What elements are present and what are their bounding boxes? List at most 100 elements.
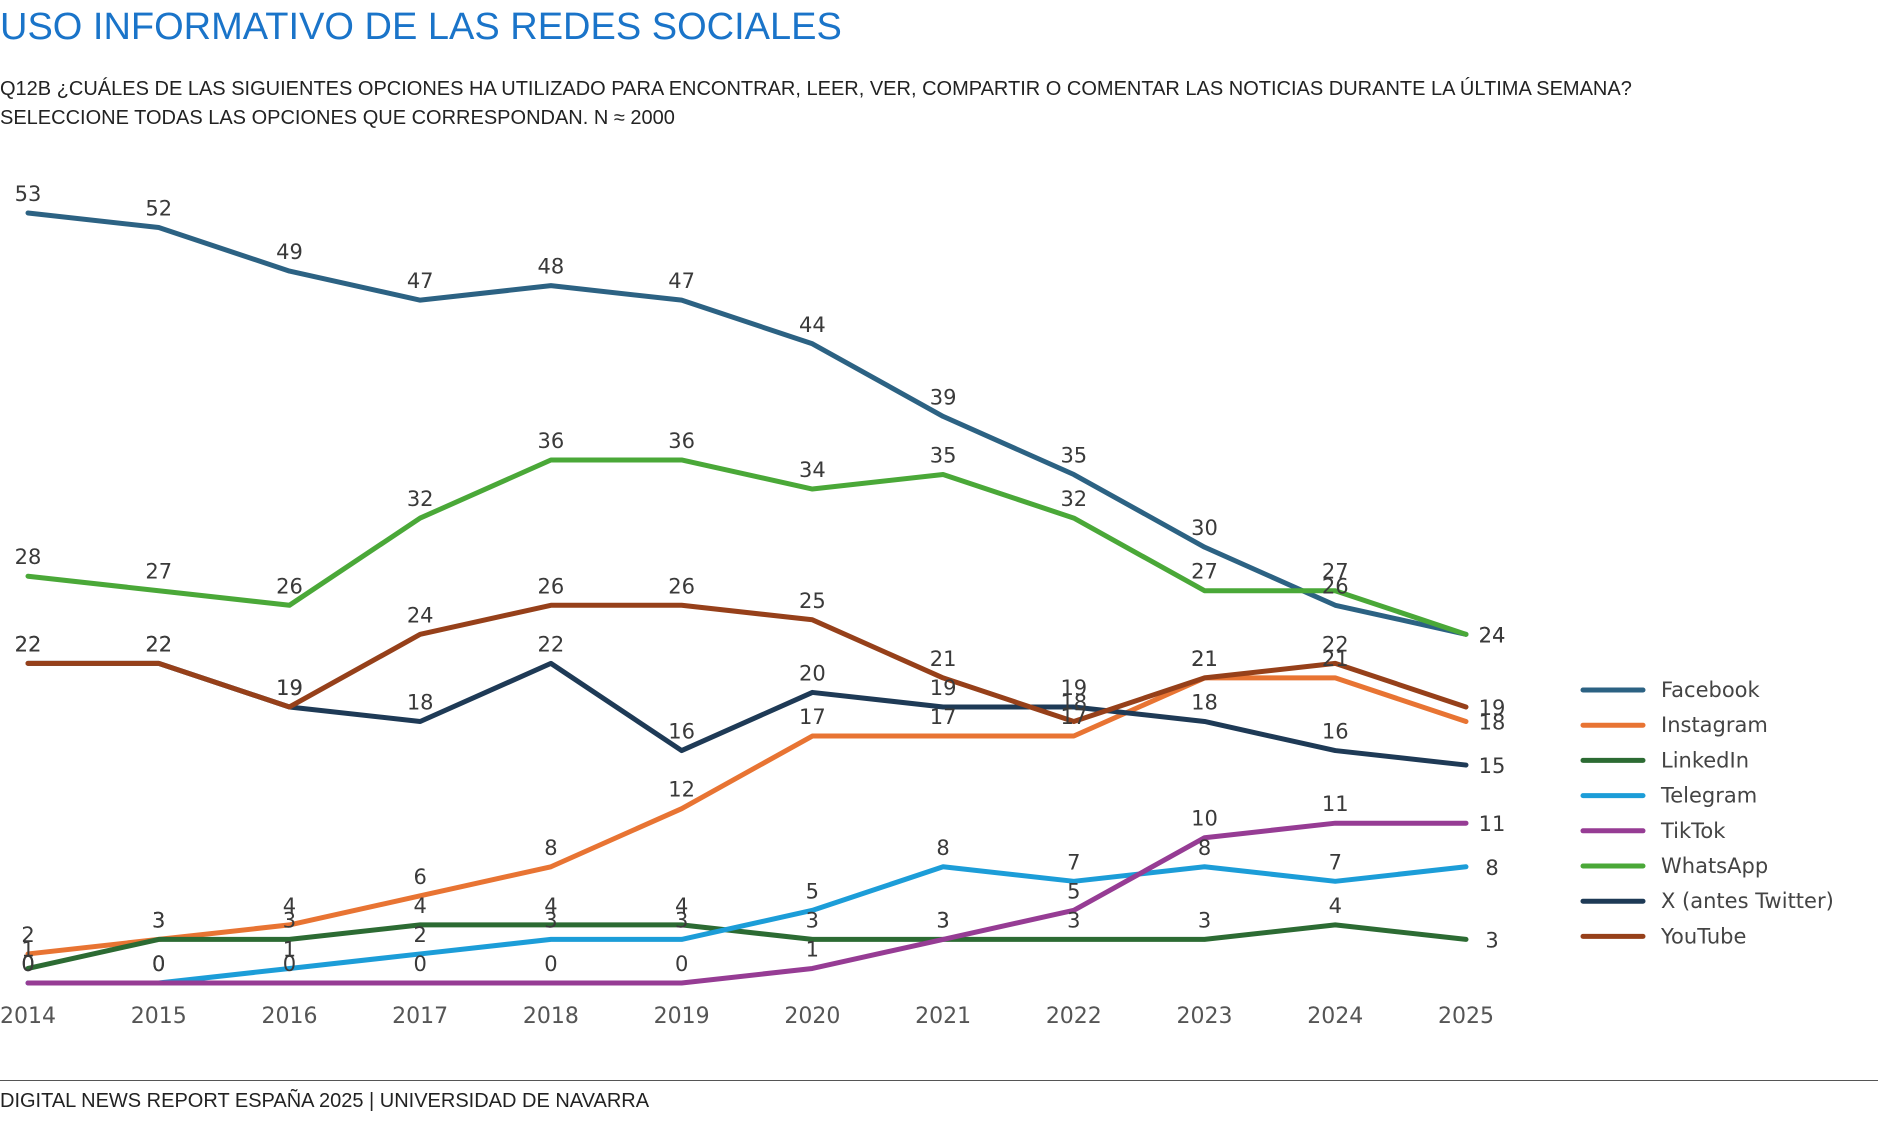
data-label-youtube: 18 <box>1060 690 1087 714</box>
legend-label-youtube: YouTube <box>1660 924 1746 948</box>
series-line-youtube <box>25 602 1469 724</box>
legend-label-telegram: Telegram <box>1660 784 1757 808</box>
data-label-facebook: 44 <box>799 313 826 337</box>
legend-label-instagram: Instagram <box>1661 713 1768 737</box>
data-label-whatsapp: 26 <box>276 574 303 598</box>
data-label-tiktok: 0 <box>413 952 426 976</box>
data-label-telegram: 7 <box>1067 850 1080 874</box>
x-tick-label: 2023 <box>1177 1004 1233 1029</box>
x-tick-label: 2019 <box>654 1004 710 1029</box>
series-lines <box>25 210 1469 986</box>
data-label-whatsapp: 27 <box>1191 560 1218 584</box>
data-label-tiktok: 0 <box>21 952 34 976</box>
data-label-whatsapp: 27 <box>1322 560 1349 584</box>
data-label-instagram: 21 <box>1191 647 1218 671</box>
data-label-facebook: 39 <box>930 385 957 409</box>
data-label-linkedin: 3 <box>1485 928 1498 952</box>
data-label-instagram: 2 <box>21 923 34 947</box>
x-tick-label: 2016 <box>261 1004 317 1029</box>
x-tick-label: 2022 <box>1046 1004 1102 1029</box>
chart-subtitle-line-2: SELECCIONE TODAS LAS OPCIONES QUE CORRES… <box>0 107 675 129</box>
data-label-instagram: 17 <box>799 705 826 729</box>
data-label-telegram: 2 <box>413 923 426 947</box>
data-label-telegram: 0 <box>152 952 165 976</box>
data-label-whatsapp: 32 <box>407 487 434 511</box>
data-label-x-antes-twitter: 20 <box>799 661 826 685</box>
data-label-linkedin: 4 <box>413 894 426 918</box>
data-label-tiktok: 1 <box>806 937 819 961</box>
data-label-facebook: 49 <box>276 240 303 264</box>
data-label-x-antes-twitter: 16 <box>1322 720 1349 744</box>
data-label-tiktok: 10 <box>1191 807 1218 831</box>
data-label-instagram: 21 <box>1322 647 1349 671</box>
data-label-linkedin: 3 <box>1198 908 1211 932</box>
legend-label-tiktok: TikTok <box>1660 819 1726 843</box>
data-label-linkedin: 3 <box>152 908 165 932</box>
data-label-x-antes-twitter: 16 <box>668 720 695 744</box>
data-label-facebook: 47 <box>668 269 695 293</box>
data-label-instagram: 18 <box>1479 710 1506 734</box>
data-label-youtube: 22 <box>1322 632 1349 656</box>
chart-subtitle-line-1: Q12B ¿CUÁLES DE LAS SIGUIENTES OPCIONES … <box>0 78 1632 100</box>
data-label-whatsapp: 36 <box>668 429 695 453</box>
data-label-linkedin: 3 <box>806 908 819 932</box>
chart-title: USO INFORMATIVO DE LAS REDES SOCIALES <box>0 6 842 48</box>
data-label-telegram: 3 <box>544 908 557 932</box>
data-label-x-antes-twitter: 19 <box>1060 676 1087 700</box>
data-label-tiktok: 0 <box>544 952 557 976</box>
data-label-youtube: 25 <box>799 589 826 613</box>
data-label-instagram: 17 <box>1060 705 1087 729</box>
data-label-youtube: 26 <box>668 574 695 598</box>
data-label-telegram: 5 <box>806 879 819 903</box>
data-label-x-antes-twitter: 22 <box>145 632 172 656</box>
data-label-whatsapp: 34 <box>799 458 826 482</box>
data-label-youtube: 22 <box>15 632 42 656</box>
data-label-instagram: 4 <box>283 894 296 918</box>
data-label-whatsapp: 24 <box>1479 623 1506 647</box>
data-label-x-antes-twitter: 19 <box>276 676 303 700</box>
data-label-facebook: 30 <box>1191 516 1218 540</box>
data-label-telegram: 8 <box>1198 836 1211 860</box>
data-label-facebook: 35 <box>1060 444 1087 468</box>
x-tick-label: 2017 <box>392 1004 448 1029</box>
footer-divider <box>0 1080 1878 1081</box>
x-axis-ticks: 2014 2015 2016 2017 2018 2019 2020 2021 2022 2023… <box>0 1004 1494 1029</box>
data-label-youtube: 19 <box>1479 696 1506 720</box>
data-label-youtube: 26 <box>538 574 565 598</box>
data-label-telegram: 8 <box>936 836 949 860</box>
data-label-facebook: 52 <box>145 197 172 221</box>
data-label-whatsapp: 36 <box>538 429 565 453</box>
series-line-whatsapp <box>25 457 1469 637</box>
x-tick-label: 2018 <box>523 1004 579 1029</box>
data-label-instagram: 3 <box>152 908 165 932</box>
data-label-facebook: 26 <box>1322 574 1349 598</box>
x-tick-label: 2020 <box>784 1004 840 1029</box>
series-line-linkedin <box>25 922 1469 971</box>
x-tick-label: 2024 <box>1307 1004 1363 1029</box>
data-label-linkedin: 3 <box>936 908 949 932</box>
data-label-youtube: 19 <box>276 676 303 700</box>
footer-source: DIGITAL NEWS REPORT ESPAÑA 2025 | UNIVER… <box>0 1090 650 1112</box>
data-label-linkedin: 3 <box>1067 908 1080 932</box>
data-label-facebook: 24 <box>1479 623 1506 647</box>
data-label-instagram: 8 <box>544 836 557 860</box>
data-label-linkedin: 4 <box>1329 894 1342 918</box>
data-label-instagram: 6 <box>413 865 426 889</box>
series-line-facebook <box>25 210 1469 637</box>
data-label-linkedin: 3 <box>283 908 296 932</box>
data-label-facebook: 48 <box>538 255 565 279</box>
series-line-telegram <box>25 864 1469 986</box>
data-label-whatsapp: 32 <box>1060 487 1087 511</box>
data-label-telegram: 7 <box>1329 850 1342 874</box>
data-label-telegram: 0 <box>21 952 34 976</box>
x-tick-label: 2014 <box>0 1004 56 1029</box>
data-label-youtube: 21 <box>1191 647 1218 671</box>
data-label-facebook: 47 <box>407 269 434 293</box>
data-label-tiktok: 3 <box>936 908 949 932</box>
data-label-tiktok: 11 <box>1479 812 1506 836</box>
data-label-linkedin: 4 <box>544 894 557 918</box>
data-label-x-antes-twitter: 15 <box>1479 754 1506 778</box>
legend-label-linkedin: LinkedIn <box>1661 748 1749 772</box>
